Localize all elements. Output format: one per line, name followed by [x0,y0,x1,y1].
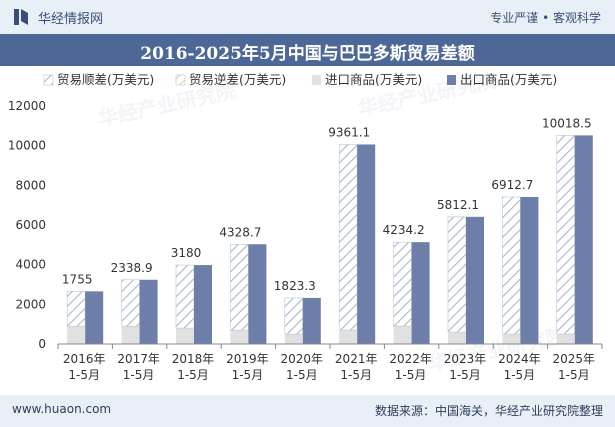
x-tick-label-year: 2025年 [553,352,596,366]
x-tick-label-period: 1-5月 [395,368,427,382]
surplus-bar [556,135,576,335]
import-bar [393,326,412,344]
surplus-bar [338,144,358,331]
import-bar [67,326,86,344]
y-tick-label: 8000 [15,178,46,192]
export-bar [139,279,158,344]
x-tick-label-year: 2021年 [335,352,378,366]
surplus-data-label: 9361.1 [328,125,370,139]
x-tick-label-period: 1-5月 [68,368,100,382]
y-tick-label: 12000 [8,99,46,113]
title-bar: 2016-2025年5月中国与巴巴多斯贸易差额 [0,34,615,66]
y-tick-label: 10000 [8,139,46,153]
import-bar [284,334,303,344]
export-bar [466,216,484,344]
huajing-logo-icon [14,9,28,25]
footer-bar: www.huaon.com 数据来源：中国海关，华经产业研究院整理 [0,395,615,427]
export-bar [85,291,104,344]
legend-swatch [312,75,321,85]
x-tick-label-period: 1-5月 [177,368,209,382]
import-bar [502,334,521,344]
bars: 1755 2338.9 3180 4328.7 1823.3 9361.1 4234.2 58… [62,116,593,344]
surplus-data-label: 1823.3 [274,279,316,293]
surplus-data-label: 4234.2 [383,223,425,237]
surplus-bar [121,279,140,327]
x-tick-label-period: 1-5月 [340,368,372,382]
brand-slogan: 专业严谨 • 客观科学 [490,11,601,25]
x-tick-label-year: 2023年 [444,352,487,366]
legend-label: 出口商品(万美元) [460,72,557,87]
x-tick-label-year: 2024年 [498,352,541,366]
export-bar [357,144,376,344]
export-bar [574,135,593,344]
surplus-data-label: 5812.1 [437,198,479,212]
surplus-bar [66,291,86,327]
footer-url: www.huaon.com [12,402,112,416]
surplus-bar [175,264,195,329]
x-tick-label-year: 2016年 [63,352,106,366]
import-bar [448,332,466,344]
legend: 贸易顺差(万美元) 贸易逆差(万美元) 进口商品(万美元) 出口商品(万美元) [43,72,557,87]
x-axis: 2016年 1-5月 2017年 1-5月 2018年 1-5月 2019年 1-5月 2020… [57,343,603,382]
y-tick-label: 2000 [15,297,46,311]
legend-label: 贸易顺差(万美元) [57,72,154,87]
surplus-data-label: 3180 [171,246,202,260]
surplus-data-label: 2338.9 [111,261,153,275]
export-bar [411,242,430,344]
import-bar [339,330,358,344]
import-bar [556,334,575,344]
x-tick-label-period: 1-5月 [123,368,155,382]
export-bar [248,244,267,344]
x-tick-label-year: 2018年 [172,352,215,366]
x-tick-label-period: 1-5月 [286,368,318,382]
x-tick-label-year: 2022年 [389,352,432,366]
x-tick-label-year: 2020年 [281,352,324,366]
surplus-bar [393,241,412,327]
surplus-bar [230,243,249,331]
chart-title: 2016-2025年5月中国与巴巴多斯贸易差额 [140,44,475,64]
y-tick-label: 6000 [15,218,46,232]
surplus-data-label: 4328.7 [219,225,261,239]
x-tick-label-period: 1-5月 [558,368,590,382]
import-bar [230,330,249,344]
x-tick-label-year: 2017年 [117,352,160,366]
legend-label: 进口商品(万美元) [325,72,422,87]
y-axis: 0 2000 4000 6000 8000 10000 12000 [8,99,46,351]
export-bar [194,265,212,344]
x-tick-label-period: 1-5月 [449,368,481,382]
legend-swatch [43,74,54,86]
legend-swatch [175,74,186,86]
y-tick-label: 4000 [15,258,46,272]
surplus-data-label: 10018.5 [542,116,592,130]
surplus-bar [447,216,467,333]
surplus-bar [502,196,521,335]
surplus-bar [284,297,304,335]
export-bar [302,297,321,344]
brand-name: 华经情报网 [38,12,104,27]
legend-label: 贸易逆差(万美元) [189,72,286,87]
x-tick-label-year: 2019年 [226,352,269,366]
export-bar [520,196,539,344]
watermark-text: 华经产业研究院 [426,323,568,376]
top-bar: 华经情报网 专业严谨 • 客观科学 [0,0,615,34]
import-bar [176,328,194,344]
surplus-data-label: 6912.7 [491,178,533,192]
surplus-data-label: 1755 [62,272,93,286]
legend-swatch [447,75,456,85]
y-tick-label: 0 [38,337,46,351]
x-tick-label-period: 1-5月 [232,368,264,382]
import-bar [121,326,140,344]
data-source: 数据来源：中国海关，华经产业研究院整理 [374,404,603,418]
x-tick-label-period: 1-5月 [504,368,536,382]
